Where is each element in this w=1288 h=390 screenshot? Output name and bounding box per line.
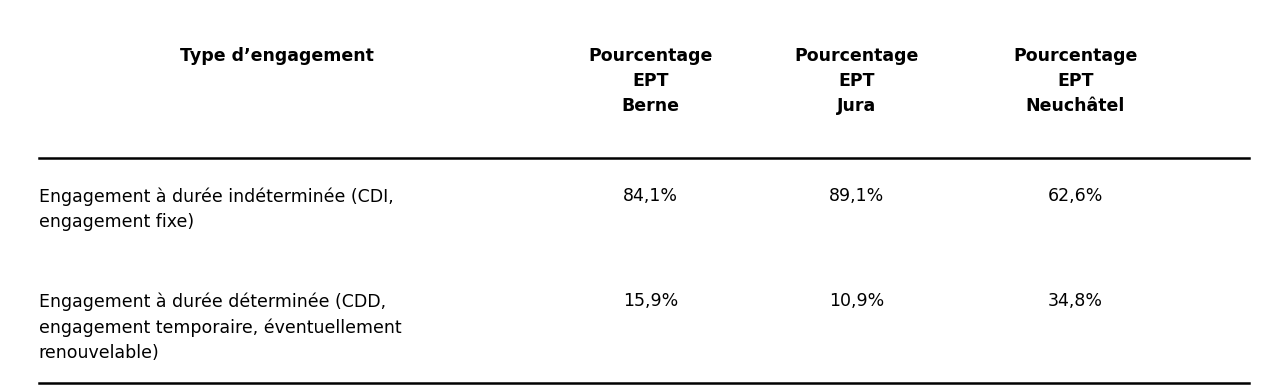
Text: Engagement à durée déterminée (CDD,
engagement temporaire, éventuellement
renouv: Engagement à durée déterminée (CDD, enga…	[39, 292, 402, 362]
Text: Pourcentage
EPT
Jura: Pourcentage EPT Jura	[795, 47, 918, 115]
Text: 89,1%: 89,1%	[829, 187, 884, 205]
Text: Type d’engagement: Type d’engagement	[180, 47, 374, 65]
Text: 34,8%: 34,8%	[1048, 292, 1103, 310]
Text: Pourcentage
EPT
Berne: Pourcentage EPT Berne	[589, 47, 712, 115]
Text: 62,6%: 62,6%	[1048, 187, 1103, 205]
Text: Engagement à durée indéterminée (CDI,
engagement fixe): Engagement à durée indéterminée (CDI, en…	[39, 187, 393, 231]
Text: 84,1%: 84,1%	[623, 187, 677, 205]
Text: 10,9%: 10,9%	[829, 292, 884, 310]
Text: Pourcentage
EPT
Neuchâtel: Pourcentage EPT Neuchâtel	[1014, 47, 1137, 115]
Text: 15,9%: 15,9%	[623, 292, 677, 310]
